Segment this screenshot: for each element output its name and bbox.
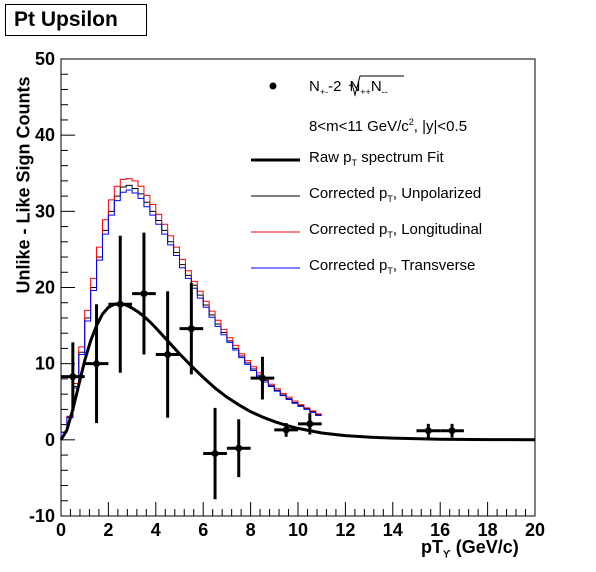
- legend-unpol-sub: T: [387, 194, 393, 204]
- y-tick-label: 10: [35, 354, 55, 374]
- x-tick-label: 2: [103, 520, 113, 540]
- legend-data-n3-sub: --: [382, 87, 388, 97]
- x-tick-label: 16: [430, 520, 450, 540]
- legend-data-label: N+--2 N++N--: [309, 78, 388, 97]
- x-axis-label-sub: ϒ: [443, 549, 451, 561]
- data-point: [132, 232, 156, 355]
- x-axis-label: pTϒ (GeV/c): [421, 537, 519, 561]
- data-point: [298, 413, 322, 435]
- legend-marker-data: [269, 82, 277, 90]
- data-marker: [164, 351, 172, 359]
- legend-cut-rapidity: , |y|<0.5: [414, 118, 467, 135]
- legend-cut-sup: 2: [409, 117, 414, 127]
- y-tick-label: 40: [35, 125, 55, 145]
- data-marker: [211, 450, 219, 458]
- data-marker: [93, 360, 101, 368]
- data-point: [61, 342, 85, 411]
- y-tick-label: 0: [45, 430, 55, 450]
- y-tick-label: 20: [35, 278, 55, 298]
- fit-curve: [59, 301, 536, 442]
- legend-trans-a: Corrected p: [309, 257, 387, 274]
- y-tick-label: 50: [35, 49, 55, 69]
- data-marker: [282, 426, 290, 434]
- chart-title: Pt Upsilon: [5, 4, 147, 36]
- legend-fit-b: spectrum Fit: [357, 149, 445, 166]
- data-point: [226, 419, 251, 478]
- data-point: [179, 282, 204, 375]
- data-point: [250, 356, 275, 400]
- data-marker: [235, 444, 243, 452]
- legend-data-n2: N: [349, 78, 360, 95]
- x-tick-label: 6: [198, 520, 208, 540]
- data-point: [155, 291, 180, 418]
- legend-data-n1-sub: +-: [320, 87, 328, 97]
- data-point: [274, 423, 298, 437]
- data-marker: [116, 300, 124, 308]
- legend-label-transverse: Corrected pT, Transverse: [309, 257, 475, 276]
- data-marker: [424, 427, 432, 435]
- legend-label-unpolarized: Corrected pT, Unpolarized: [309, 185, 481, 204]
- legend-long-sub: T: [387, 230, 393, 240]
- legend-fit-a: Raw p: [309, 149, 352, 166]
- data-marker: [140, 290, 148, 298]
- x-tick-label: 14: [383, 520, 403, 540]
- legend-long-a: Corrected p: [309, 221, 387, 238]
- data-marker: [187, 325, 195, 333]
- data-point: [108, 235, 133, 373]
- legend-fit-sub: T: [352, 158, 358, 168]
- legend-data-minus2: -2: [328, 78, 341, 95]
- data-point: [203, 407, 227, 500]
- legend-data-n1: N: [309, 78, 320, 95]
- data-point: [416, 423, 441, 438]
- x-tick-label: 8: [246, 520, 256, 540]
- legend-cut-mass: 8<m<11 GeV/c: [309, 118, 409, 135]
- legend-cut-label: 8<m<11 GeV/c2, |y|<0.5: [309, 117, 467, 135]
- legend-label-fit: Raw pT spectrum Fit: [309, 149, 445, 168]
- data-marker: [448, 427, 456, 435]
- x-tick-label: 0: [56, 520, 66, 540]
- legend-data-n3: N: [371, 78, 382, 95]
- x-axis-label-main: pT: [421, 537, 443, 557]
- legend-trans-b: , Transverse: [393, 257, 476, 274]
- legend-label-longitudinal: Corrected pT, Longitudinal: [309, 221, 482, 240]
- histogram-long: [60, 178, 322, 440]
- data-marker: [69, 373, 77, 381]
- x-tick-label: 4: [151, 520, 161, 540]
- data-marker: [306, 420, 314, 428]
- x-tick-label: 12: [335, 520, 355, 540]
- x-tick-label: 18: [478, 520, 498, 540]
- data-point: [84, 304, 109, 424]
- y-tick-label: -10: [29, 506, 55, 526]
- x-tick-label: 20: [525, 520, 545, 540]
- legend-data-n2-sub: ++: [360, 87, 371, 97]
- x-axis-label-unit: (GeV/c): [450, 537, 519, 557]
- legend-unpol-a: Corrected p: [309, 185, 387, 202]
- legend-trans-sub: T: [387, 266, 393, 276]
- legend: N+--2 N++N-- 8<m<11 GeV/c2, |y|<0.5 Raw p…: [251, 75, 482, 276]
- data-marker: [258, 374, 266, 382]
- sqrt-sign: [348, 75, 404, 97]
- legend-long-b: , Longitudinal: [393, 221, 482, 238]
- data-point: [440, 423, 464, 438]
- histogram-trans: [60, 189, 322, 440]
- y-tick-label: 30: [35, 201, 55, 221]
- legend-unpol-b: , Unpolarized: [393, 185, 481, 202]
- x-tick-label: 10: [288, 520, 308, 540]
